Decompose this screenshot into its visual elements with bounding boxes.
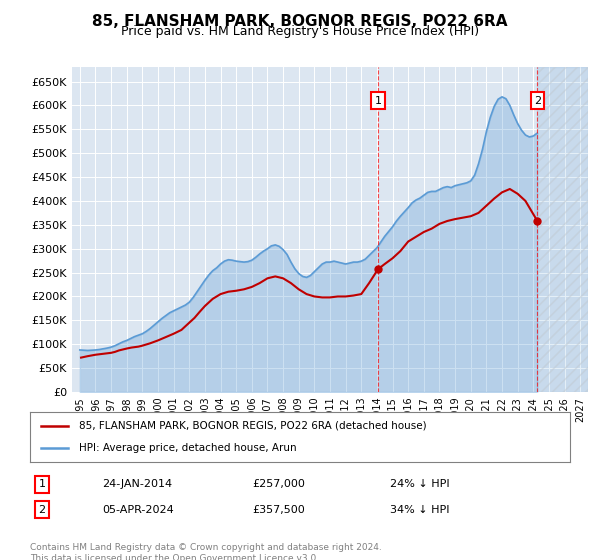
Text: Contains HM Land Registry data © Crown copyright and database right 2024.
This d: Contains HM Land Registry data © Crown c… <box>30 543 382 560</box>
Text: 1: 1 <box>374 96 382 106</box>
Text: £257,000: £257,000 <box>252 479 305 489</box>
Text: 1: 1 <box>38 479 46 489</box>
Text: HPI: Average price, detached house, Arun: HPI: Average price, detached house, Arun <box>79 443 296 453</box>
Text: 24% ↓ HPI: 24% ↓ HPI <box>390 479 449 489</box>
Text: 34% ↓ HPI: 34% ↓ HPI <box>390 505 449 515</box>
Text: £357,500: £357,500 <box>252 505 305 515</box>
Text: 85, FLANSHAM PARK, BOGNOR REGIS, PO22 6RA (detached house): 85, FLANSHAM PARK, BOGNOR REGIS, PO22 6R… <box>79 421 426 431</box>
Text: 2: 2 <box>38 505 46 515</box>
Text: 2: 2 <box>534 96 541 106</box>
Text: 85, FLANSHAM PARK, BOGNOR REGIS, PO22 6RA: 85, FLANSHAM PARK, BOGNOR REGIS, PO22 6R… <box>92 14 508 29</box>
Text: 24-JAN-2014: 24-JAN-2014 <box>102 479 172 489</box>
Text: 05-APR-2024: 05-APR-2024 <box>102 505 174 515</box>
Text: Price paid vs. HM Land Registry's House Price Index (HPI): Price paid vs. HM Land Registry's House … <box>121 25 479 38</box>
Bar <box>538 67 588 392</box>
